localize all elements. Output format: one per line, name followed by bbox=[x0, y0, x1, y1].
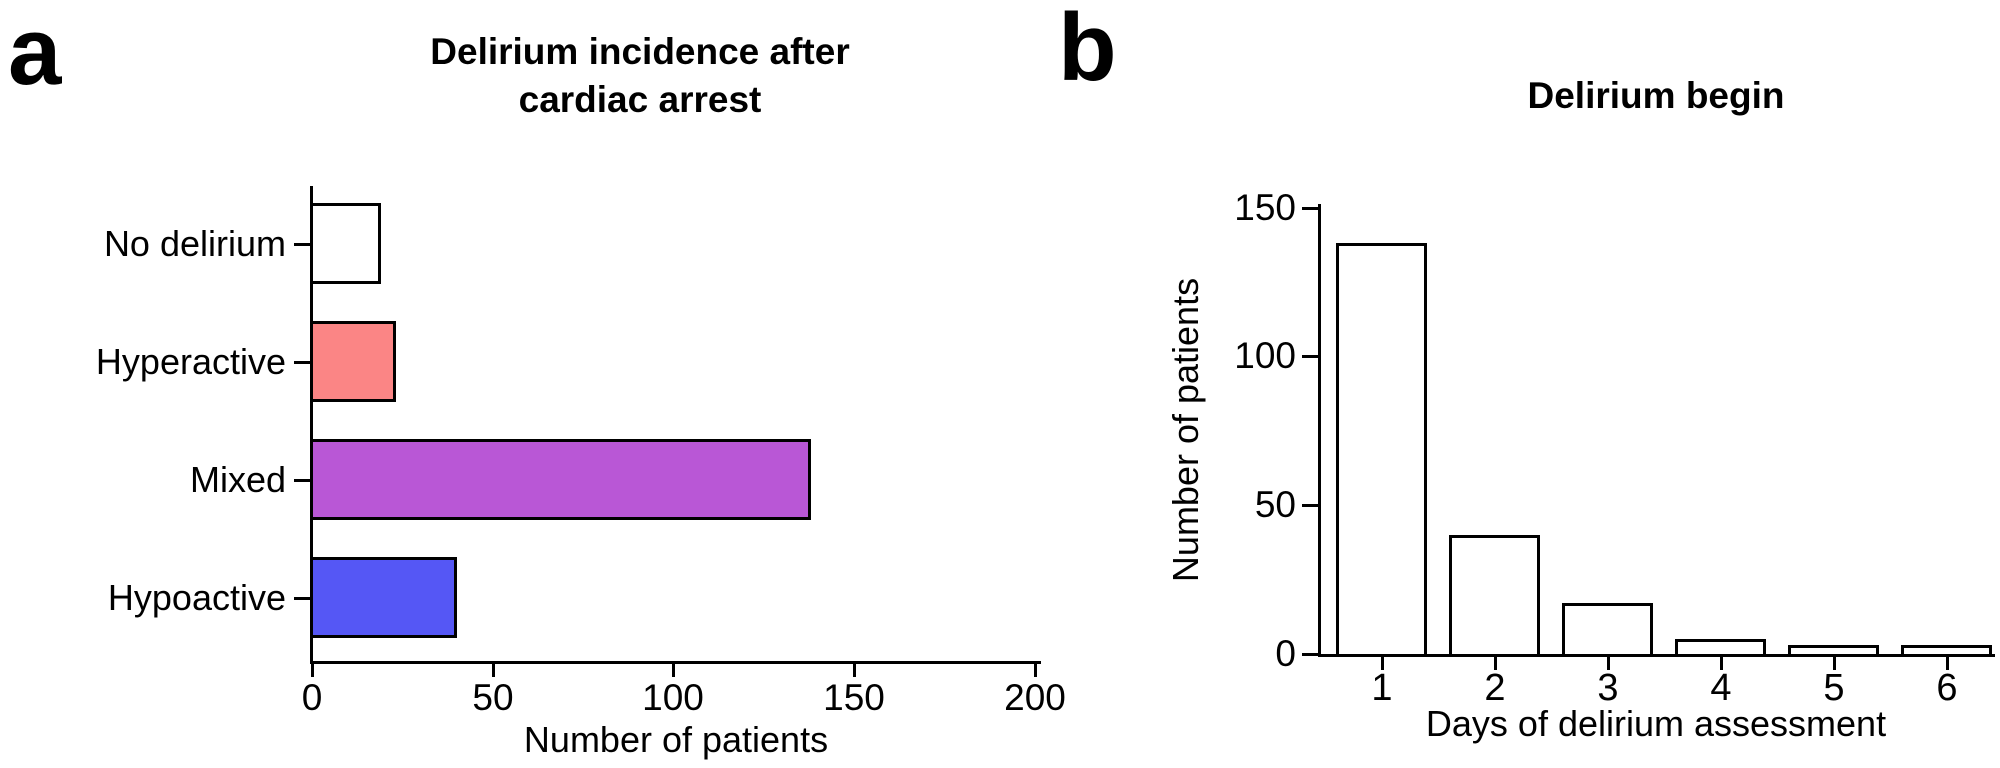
chart-b-x-tick-label: 3 bbox=[1597, 667, 1619, 709]
chart-b-x-tick bbox=[1833, 657, 1836, 670]
chart-a-category-tick bbox=[294, 243, 310, 246]
chart-b-x-tick bbox=[1720, 657, 1723, 670]
chart-a-bar-mixed bbox=[310, 439, 811, 520]
chart-a-title-line2: cardiac arrest bbox=[518, 79, 762, 120]
chart-b-bar-day-4 bbox=[1675, 639, 1766, 657]
chart-b-y-tick bbox=[1302, 504, 1318, 507]
chart-b-bar-day-6 bbox=[1901, 645, 1992, 657]
chart-b-bar-day-2 bbox=[1449, 535, 1540, 657]
chart-a-y-axis-line bbox=[310, 186, 313, 664]
chart-a-x-tick-label: 100 bbox=[642, 677, 704, 718]
chart-a-x-axis-line bbox=[310, 661, 1041, 664]
chart-a-category-label: Hypoactive bbox=[107, 577, 286, 618]
chart-b-x-axis-title: Days of delirium assessment bbox=[1425, 703, 1887, 744]
panel-a-letter: a bbox=[8, 0, 61, 105]
chart-a-bar-hyperactive bbox=[310, 321, 396, 402]
chart-b-x-tick-label: 4 bbox=[1710, 667, 1732, 709]
chart-b-y-tick-label: 50 bbox=[1254, 484, 1296, 525]
chart-b-y-axis-title: Number of patients bbox=[1165, 277, 1206, 583]
chart-a-x-tick bbox=[1034, 664, 1037, 677]
chart-a-category-label: Hyperactive bbox=[95, 341, 286, 382]
chart-a-category-tick bbox=[294, 479, 310, 482]
chart-b-x-tick-label: 5 bbox=[1823, 667, 1845, 709]
panel-b-letter: b bbox=[1058, 0, 1117, 101]
chart-a-title: Delirium incidence after cardiac arrest bbox=[290, 28, 990, 124]
chart-a-x-tick bbox=[672, 664, 675, 677]
chart-b-x-tick bbox=[1946, 657, 1949, 670]
chart-b-x-tick-label: 2 bbox=[1484, 667, 1506, 709]
chart-b-x-tick bbox=[1381, 657, 1384, 670]
chart-b-y-tick bbox=[1302, 207, 1318, 210]
chart-a-x-tick-label: 150 bbox=[823, 677, 885, 718]
chart-b-bar-day-1 bbox=[1336, 243, 1427, 657]
chart-a-x-axis-title: Number of patients bbox=[523, 719, 829, 760]
chart-a-x-tick bbox=[492, 664, 495, 677]
chart-b-x-tick bbox=[1607, 657, 1610, 670]
chart-a-category-label: No delirium bbox=[103, 223, 286, 264]
chart-a-x-tick-label: 50 bbox=[472, 677, 514, 718]
chart-a-category-tick bbox=[294, 361, 310, 364]
chart-b-x-tick-label: 1 bbox=[1371, 667, 1393, 709]
chart-b-y-tick-label: 150 bbox=[1234, 187, 1296, 228]
chart-a-x-tick bbox=[311, 664, 314, 677]
chart-b-x-tick-label: 6 bbox=[1936, 667, 1958, 709]
chart-b-x-axis-line bbox=[1318, 654, 1995, 657]
chart-b-x-tick bbox=[1494, 657, 1497, 670]
chart-b-y-tick bbox=[1302, 355, 1318, 358]
chart-b-bar-day-5 bbox=[1788, 645, 1879, 657]
chart-a-category-label: Mixed bbox=[189, 459, 286, 500]
chart-b-y-tick-label: 0 bbox=[1275, 633, 1296, 674]
chart-b-bar-day-3 bbox=[1562, 603, 1653, 657]
chart-b-y-axis-line bbox=[1318, 204, 1321, 657]
chart-a-x-tick bbox=[853, 664, 856, 677]
chart-a-title-line1: Delirium incidence after bbox=[430, 31, 850, 72]
chart-b-title: Delirium begin bbox=[1527, 75, 1785, 116]
chart-a-x-tick-label: 0 bbox=[301, 677, 323, 718]
chart-a-x-tick-label: 200 bbox=[1004, 677, 1066, 718]
chart-b-y-tick-label: 100 bbox=[1234, 335, 1296, 376]
chart-a-bar-no-delirium bbox=[310, 203, 381, 284]
chart-a-category-tick bbox=[294, 597, 310, 600]
chart-b-y-tick bbox=[1302, 653, 1318, 656]
chart-a-bar-hypoactive bbox=[310, 557, 457, 638]
